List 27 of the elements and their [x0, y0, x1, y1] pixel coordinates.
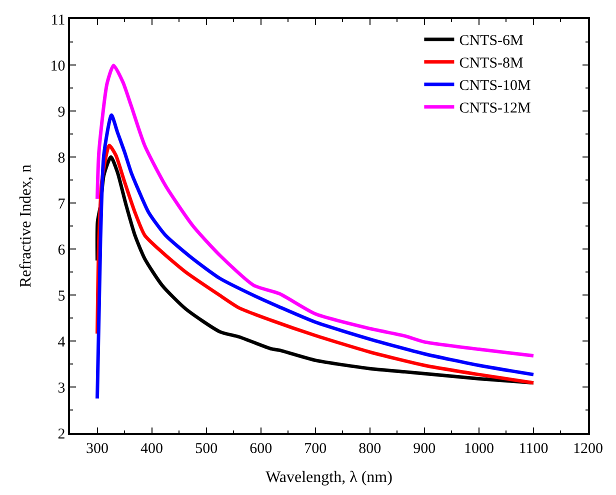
- x-tick-label: 1100: [518, 440, 548, 457]
- y-tick-label: 4: [58, 334, 66, 350]
- y-tick-label: 10: [50, 58, 66, 74]
- x-tick-label: 800: [358, 440, 382, 457]
- y-tick-label: 6: [58, 242, 66, 258]
- y-tick-label: 5: [58, 288, 66, 304]
- y-tick-label: 8: [58, 150, 66, 166]
- x-tick-label: 900: [413, 440, 436, 457]
- legend-label: CNTS-8M: [459, 56, 524, 72]
- x-axis-title: Wavelength, λ (nm): [266, 468, 392, 486]
- legend-label: CNTS-12M: [459, 100, 531, 117]
- legend-label: CNTS-10M: [459, 78, 531, 94]
- line-series: [96, 113, 536, 400]
- y-tick-label: 9: [58, 104, 66, 120]
- y-tick-label: 7: [58, 196, 66, 212]
- legend-label: CNTS-6M: [459, 33, 524, 50]
- x-tick-label: 1200: [573, 440, 603, 457]
- x-tick-label: 600: [250, 440, 272, 457]
- y-tick-label: 2: [58, 426, 66, 442]
- x-tick-label: 700: [304, 440, 327, 457]
- x-tick-label: 500: [195, 440, 218, 457]
- x-tick-label: 400: [140, 440, 164, 457]
- y-axis-title: Refractive Index, n: [18, 164, 35, 288]
- x-tick-label: 300: [86, 440, 109, 457]
- y-tick-label: 3: [58, 380, 66, 396]
- x-tick-label: 1000: [464, 440, 494, 457]
- y-tick-label: 11: [50, 12, 66, 28]
